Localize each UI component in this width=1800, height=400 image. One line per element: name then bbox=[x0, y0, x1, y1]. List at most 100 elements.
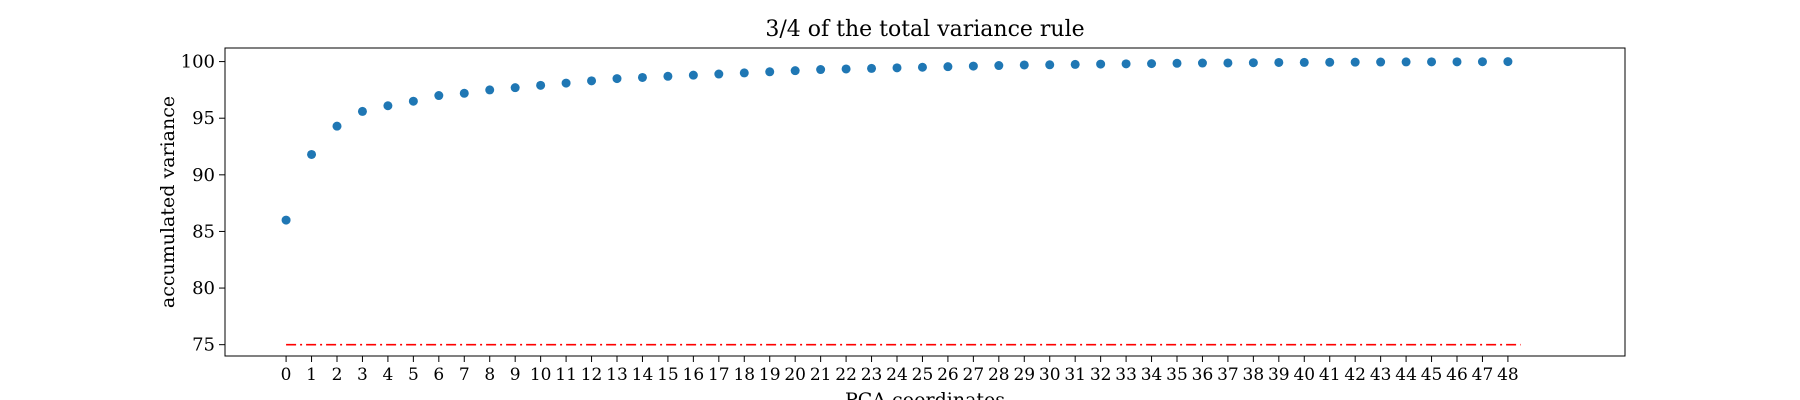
x-tick-label: 44 bbox=[1395, 365, 1417, 385]
x-tick-label: 24 bbox=[886, 365, 908, 385]
x-tick-label: 19 bbox=[759, 365, 781, 385]
data-point bbox=[841, 64, 851, 74]
x-tick-label: 31 bbox=[1064, 365, 1086, 385]
x-tick-label: 39 bbox=[1268, 365, 1290, 385]
x-tick-label: 11 bbox=[555, 365, 577, 385]
data-point bbox=[1045, 60, 1055, 70]
x-tick-label: 33 bbox=[1115, 365, 1137, 385]
data-point bbox=[510, 83, 520, 93]
x-tick-label: 47 bbox=[1472, 365, 1494, 385]
data-point bbox=[1197, 58, 1207, 68]
data-point bbox=[943, 62, 953, 72]
data-point bbox=[1248, 58, 1258, 68]
x-tick-label: 32 bbox=[1090, 365, 1112, 385]
x-tick-label: 17 bbox=[708, 365, 730, 385]
data-point bbox=[663, 71, 673, 81]
data-point bbox=[1427, 57, 1437, 67]
x-tick-label: 30 bbox=[1039, 365, 1061, 385]
data-point bbox=[485, 85, 495, 95]
data-point bbox=[816, 65, 826, 75]
x-tick-label: 27 bbox=[963, 365, 985, 385]
data-point bbox=[332, 121, 342, 131]
x-tick-label: 10 bbox=[530, 365, 552, 385]
x-tick-label: 0 bbox=[281, 365, 292, 385]
data-point bbox=[1299, 57, 1309, 67]
y-tick-label: 85 bbox=[192, 221, 215, 242]
y-axis-label: accumulated variance bbox=[157, 96, 179, 308]
data-point bbox=[1477, 57, 1487, 67]
x-tick-label: 16 bbox=[683, 365, 705, 385]
x-tick-label: 43 bbox=[1370, 365, 1392, 385]
x-tick-label: 23 bbox=[861, 365, 883, 385]
data-point bbox=[383, 101, 393, 111]
y-tick-label: 90 bbox=[192, 165, 215, 186]
data-point bbox=[357, 106, 367, 116]
x-tick-label: 18 bbox=[733, 365, 755, 385]
x-tick-label: 26 bbox=[937, 365, 959, 385]
x-tick-label: 25 bbox=[912, 365, 934, 385]
x-tick-label: 28 bbox=[988, 365, 1010, 385]
x-tick-label: 6 bbox=[433, 365, 444, 385]
x-tick-label: 5 bbox=[408, 365, 419, 385]
data-point bbox=[1121, 59, 1131, 69]
y-tick-label: 100 bbox=[181, 52, 215, 73]
x-tick-label: 38 bbox=[1243, 365, 1265, 385]
data-point bbox=[561, 78, 571, 88]
x-tick-label: 34 bbox=[1141, 365, 1163, 385]
data-point bbox=[1274, 57, 1284, 67]
data-point bbox=[994, 61, 1004, 71]
data-point bbox=[1401, 57, 1411, 67]
data-point bbox=[892, 63, 902, 73]
data-point bbox=[1172, 58, 1182, 68]
x-tick-label: 35 bbox=[1166, 365, 1188, 385]
data-point bbox=[587, 76, 597, 86]
data-point bbox=[867, 63, 877, 73]
plot-area-frame bbox=[224, 47, 1626, 357]
x-axis: 0 1 2 3 4 5 6 7 8 9 10 11 12 13 14 15 16 17 18 19 20 21 22 23 24… bbox=[281, 356, 1519, 385]
y-tick-label: 95 bbox=[192, 108, 215, 129]
x-tick-label: 8 bbox=[484, 365, 495, 385]
x-tick-label: 40 bbox=[1293, 365, 1315, 385]
x-tick-label: 36 bbox=[1192, 365, 1214, 385]
x-tick-label: 15 bbox=[657, 365, 679, 385]
data-point bbox=[1019, 60, 1029, 70]
data-point bbox=[739, 68, 749, 78]
data-point bbox=[765, 67, 775, 77]
y-tick-label: 75 bbox=[192, 335, 215, 356]
y-tick-label: 80 bbox=[192, 278, 215, 299]
data-point bbox=[790, 66, 800, 76]
x-tick-label: 13 bbox=[606, 365, 628, 385]
data-point bbox=[1325, 57, 1335, 67]
data-point bbox=[536, 80, 546, 90]
data-point bbox=[1376, 57, 1386, 67]
x-tick-label: 22 bbox=[835, 365, 857, 385]
data-point bbox=[917, 62, 927, 72]
data-point bbox=[1452, 57, 1462, 67]
data-point bbox=[714, 69, 724, 79]
data-point bbox=[1070, 59, 1080, 69]
x-axis-label: PCA coordinates bbox=[845, 389, 1005, 400]
data-point bbox=[968, 61, 978, 71]
data-point bbox=[1147, 59, 1157, 69]
y-axis: 75 80 85 90 95 100 bbox=[181, 52, 225, 356]
data-point bbox=[637, 72, 647, 82]
data-point bbox=[459, 88, 469, 98]
x-tick-label: 37 bbox=[1217, 365, 1239, 385]
x-tick-label: 3 bbox=[357, 365, 368, 385]
data-point bbox=[1223, 58, 1233, 68]
data-series-points bbox=[281, 57, 1513, 225]
x-tick-label: 48 bbox=[1497, 365, 1519, 385]
x-tick-label: 1 bbox=[306, 365, 317, 385]
data-point bbox=[1096, 59, 1106, 69]
x-tick-label: 2 bbox=[332, 365, 343, 385]
data-point bbox=[307, 149, 317, 159]
data-point bbox=[1503, 57, 1513, 67]
x-tick-label: 42 bbox=[1344, 365, 1366, 385]
data-point bbox=[1350, 57, 1360, 67]
x-tick-label: 41 bbox=[1319, 365, 1341, 385]
x-tick-label: 9 bbox=[510, 365, 521, 385]
x-tick-label: 14 bbox=[632, 365, 654, 385]
x-tick-label: 45 bbox=[1421, 365, 1443, 385]
x-tick-label: 4 bbox=[382, 365, 393, 385]
